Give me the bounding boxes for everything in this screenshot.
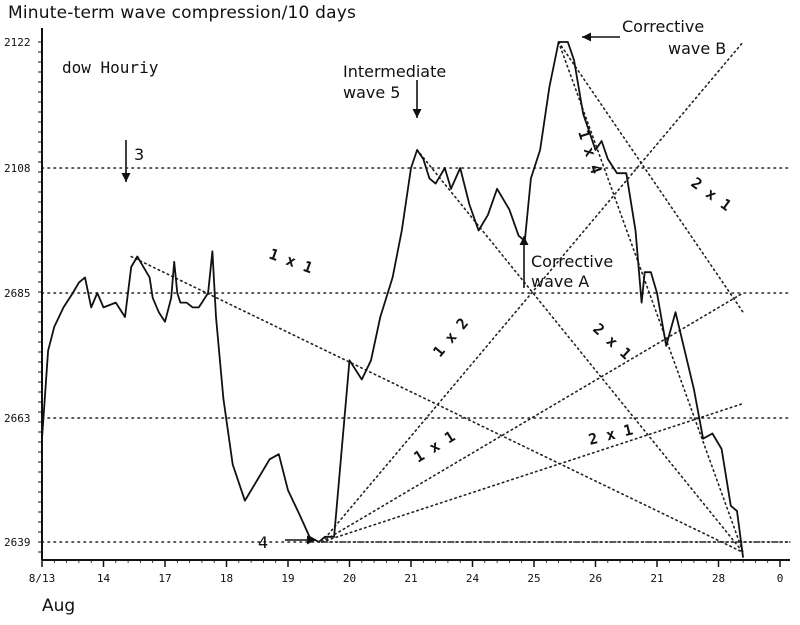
annotation-label: 3 <box>134 145 144 164</box>
arrowhead <box>412 109 422 118</box>
arrowhead <box>582 32 591 42</box>
series-layer <box>41 41 744 558</box>
x-tick-label: 21 <box>650 572 663 585</box>
gann-ratio-label: 1 x 4 <box>574 128 605 177</box>
x-tick-label: 18 <box>220 572 233 585</box>
x-tick-label: 25 <box>527 572 540 585</box>
gann-fan-line <box>321 41 744 543</box>
chart-subtitle: dow Houriy <box>62 58 159 77</box>
arrowhead <box>307 535 316 545</box>
y-tick-label: 2685 <box>4 287 31 300</box>
gann-ratio-label: 2 x 1 <box>587 420 635 448</box>
gann-fan-line <box>321 292 744 543</box>
arrowhead <box>519 236 529 245</box>
x-tick-label: 28 <box>712 572 725 585</box>
chart-title: Minute-term wave compression/10 days <box>8 3 357 23</box>
y-tick-label: 2639 <box>4 536 31 549</box>
annotation-label: wave A <box>531 272 589 291</box>
grid-layer <box>41 167 791 543</box>
gann-fan-layer <box>130 41 744 554</box>
price-line <box>41 41 744 558</box>
x-tick-label: 0 <box>777 572 784 585</box>
gann-ratio-label: 2 x 1 <box>688 174 735 215</box>
y-tick-label: 2108 <box>4 162 31 175</box>
annotation-label: Corrective <box>531 252 613 271</box>
x-tick-label: 24 <box>466 572 480 585</box>
x-tick-label: 17 <box>158 572 171 585</box>
x-tick-label: 26 <box>589 572 602 585</box>
gann-fan-line <box>321 402 744 543</box>
y-tick-label: 2663 <box>4 412 31 425</box>
x-tick-label: 14 <box>97 572 111 585</box>
y-tick-label: 2122 <box>4 36 31 49</box>
x-tick-label: 20 <box>343 572 356 585</box>
month-label: Aug <box>42 596 76 616</box>
x-tick-label: 21 <box>404 572 417 585</box>
annotation-label: wave B <box>668 39 726 58</box>
annotation-label: Intermediate <box>343 62 446 81</box>
x-tick-label: 19 <box>281 572 294 585</box>
gann-ratio-label: 2 x 1 <box>589 320 635 364</box>
annotation-label: wave 5 <box>343 83 400 102</box>
annotation-label: Corrective <box>622 17 704 36</box>
gann-fan-line <box>557 41 744 314</box>
x-tick-label: 8/13 <box>29 572 56 585</box>
gann-fan-line <box>416 149 744 554</box>
gann-fan-line <box>557 41 744 554</box>
gann-ratio-label: 1 x 1 <box>267 245 316 277</box>
axis-layer: 2122 2108 2685 2663 2639 8/13 14 17 18 19 20 21 24 25… <box>4 28 790 585</box>
gann-ratio-label: 1 x 1 <box>411 427 459 466</box>
arrowhead <box>121 173 131 182</box>
annotation-label: 4 <box>258 533 268 552</box>
gann-ratio-label: 1 x 2 <box>429 314 472 360</box>
